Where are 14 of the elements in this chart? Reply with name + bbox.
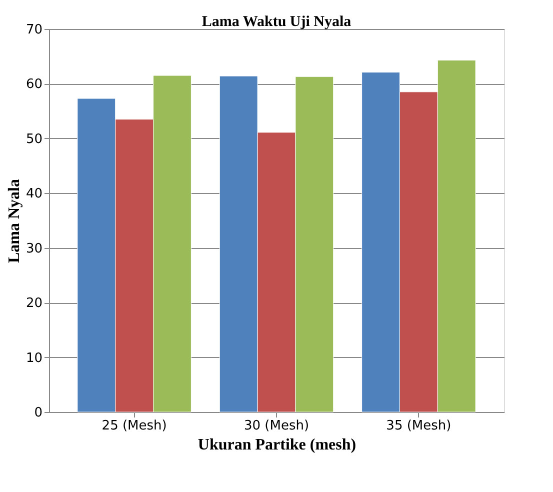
y-tick-label: 50 (26, 132, 42, 147)
y-tick-label: 60 (26, 77, 42, 92)
y-tick-label: 10 (26, 350, 42, 366)
x-axis-title: Ukuran Partike (mesh) (198, 436, 356, 454)
y-tick-label: 0 (34, 406, 42, 420)
x-tick-label: 25 (Mesh) (102, 418, 167, 434)
chart-title: Lama Waktu Uji Nyala (202, 14, 352, 30)
y-tick-label: 30 (26, 241, 42, 256)
y-tick-label: 20 (26, 296, 42, 312)
y-tick-label: 40 (26, 186, 42, 202)
y-tick-label: 70 (26, 22, 42, 38)
x-tick-label: 30 (Mesh) (244, 418, 310, 434)
x-tick-label: 35 (Mesh) (386, 418, 452, 434)
y-axis-title: Lama Nyala (6, 179, 23, 263)
